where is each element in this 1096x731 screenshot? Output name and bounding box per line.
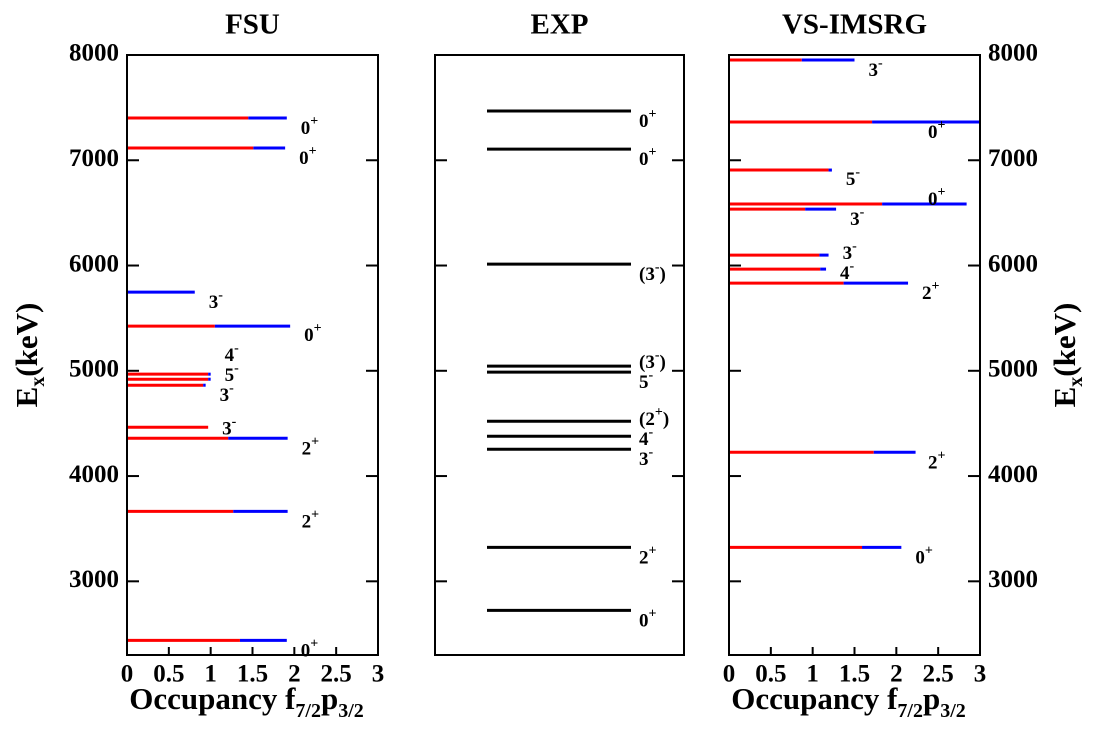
level-label: 0+ bbox=[928, 185, 946, 210]
y-tick-label: 6000 bbox=[69, 250, 119, 277]
y-tick-label: 3000 bbox=[988, 566, 1038, 593]
level-label: 3- bbox=[850, 205, 865, 230]
x-tick-label: 2.5 bbox=[321, 661, 352, 688]
panel-title: VS-IMSRG bbox=[782, 9, 927, 41]
y-tick-label: 3000 bbox=[69, 566, 119, 593]
y-tick-label: 6000 bbox=[988, 250, 1038, 277]
level-label: 3- bbox=[222, 414, 237, 439]
level-label: 4- bbox=[840, 259, 855, 284]
x-axis-label: Occupancy f7/2p3/2 bbox=[129, 681, 364, 721]
level-label: 2+ bbox=[302, 508, 320, 533]
level-label: 0+ bbox=[299, 144, 317, 169]
level-label: 0+ bbox=[301, 637, 319, 662]
level-label: (2+) bbox=[639, 405, 669, 430]
y-tick-label: 8000 bbox=[69, 40, 119, 67]
level-label: 3- bbox=[209, 288, 224, 313]
level-label: 5- bbox=[639, 368, 654, 393]
x-tick-label: 2.5 bbox=[923, 661, 954, 688]
panel-frame bbox=[434, 54, 685, 656]
level-label: 3- bbox=[843, 239, 858, 264]
levels bbox=[127, 116, 291, 642]
y-tick-label: 7000 bbox=[69, 145, 119, 172]
y-axis-label: Ex(keV) bbox=[1047, 303, 1086, 408]
x-tick-label: 0 bbox=[121, 661, 134, 688]
level-label: 2+ bbox=[922, 279, 940, 304]
level-label: 0+ bbox=[915, 544, 933, 569]
level-label: 4- bbox=[639, 425, 654, 450]
level-label: 0+ bbox=[928, 118, 946, 143]
level-label: 3- bbox=[220, 381, 235, 406]
x-axis-label: Occupancy f7/2p3/2 bbox=[731, 681, 966, 721]
x-tick-label: 2 bbox=[890, 661, 903, 688]
level-label: 0+ bbox=[639, 107, 657, 132]
panel: FSU 3000 4000 5000 6000 7000 8000 0 0.5 1 1.5 2 2.5 3… bbox=[9, 9, 384, 722]
level-label: 3- bbox=[869, 56, 884, 81]
level-label: 3- bbox=[639, 445, 654, 470]
panel-frame bbox=[728, 54, 981, 656]
levels bbox=[487, 109, 631, 612]
x-tick-label: 0.5 bbox=[755, 661, 786, 688]
y-tick-label: 4000 bbox=[988, 461, 1038, 488]
level-label: 2+ bbox=[302, 434, 320, 459]
level-label: 2+ bbox=[639, 544, 657, 569]
level-label: 5- bbox=[846, 165, 861, 190]
level-label: 0+ bbox=[301, 114, 319, 139]
level-label: 0+ bbox=[639, 607, 657, 632]
level-label: 0+ bbox=[304, 321, 322, 346]
y-tick-label: 8000 bbox=[988, 40, 1038, 67]
x-tick-label: 3 bbox=[974, 661, 987, 688]
x-tick-label: 1 bbox=[204, 661, 217, 688]
level-label: (3-) bbox=[639, 348, 666, 373]
y-tick-label: 5000 bbox=[69, 356, 119, 383]
x-tick-label: 0 bbox=[723, 661, 736, 688]
x-tick-label: 1 bbox=[806, 661, 819, 688]
panel-frame bbox=[126, 54, 379, 656]
y-tick-label: 5000 bbox=[988, 356, 1038, 383]
level-label: 5- bbox=[225, 361, 240, 386]
levels bbox=[729, 58, 980, 549]
level-label: 4- bbox=[225, 341, 240, 366]
level-label: 0+ bbox=[639, 145, 657, 170]
y-tick-label: 4000 bbox=[69, 461, 119, 488]
x-tick-label: 1.5 bbox=[237, 661, 268, 688]
x-tick-label: 0.5 bbox=[153, 661, 184, 688]
x-tick-label: 2 bbox=[288, 661, 301, 688]
panel: VS-IMSRG 3000 4000 5000 6000 7000 8000 0 0.5 1 1.5… bbox=[723, 9, 1087, 722]
panel-title: EXP bbox=[531, 9, 589, 41]
x-tick-label: 3 bbox=[372, 661, 385, 688]
panel-title: FSU bbox=[225, 9, 280, 41]
y-tick-label: 7000 bbox=[988, 145, 1038, 172]
level-label: 2+ bbox=[928, 448, 946, 473]
y-axis-label: Ex(keV) bbox=[9, 303, 48, 408]
x-tick-label: 1.5 bbox=[839, 661, 870, 688]
level-label: (3-) bbox=[639, 260, 666, 285]
